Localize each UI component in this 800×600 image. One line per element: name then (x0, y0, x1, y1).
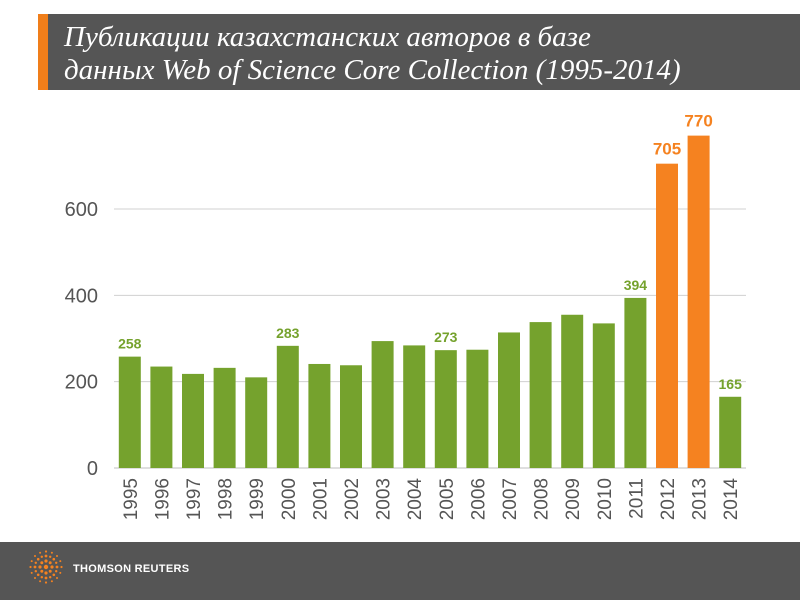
y-tick-label: 600 (65, 199, 98, 221)
footer-band (0, 542, 800, 600)
y-tick-label: 200 (65, 372, 98, 394)
x-tick-label: 2005 (437, 478, 458, 520)
bar-2005 (434, 350, 457, 468)
bar-2002 (340, 365, 362, 468)
bar-2001 (308, 363, 331, 468)
bar-2008 (529, 322, 552, 468)
bar-2011 (624, 297, 647, 468)
x-tick-label: 1997 (184, 478, 205, 520)
x-tick-label: 2013 (690, 478, 711, 520)
data-label-2012: 705 (653, 140, 681, 159)
bar-2012 (656, 163, 678, 469)
chart-title-line-1: Публикации казахстанских авторов в базе (64, 21, 591, 53)
x-tick-label: 1996 (152, 478, 173, 520)
x-tick-label: 2010 (595, 478, 616, 520)
data-label-2014: 165 (719, 376, 743, 392)
bar-chart: 0 200 400 600 1995 1996 1997 1998 1999 2000 2001 20… (65, 112, 746, 521)
chart-title-line-2: данных Web of Science Core Collection (1… (64, 54, 681, 86)
x-tick-label: 2002 (342, 478, 363, 520)
x-tick-label: 2011 (626, 478, 647, 519)
data-label-2011: 394 (624, 277, 648, 293)
x-tick-label: 2000 (279, 478, 300, 520)
data-label-1995: 258 (118, 336, 142, 352)
y-tick-label: 0 (87, 458, 98, 480)
bar-2014 (719, 396, 742, 468)
bar-1995 (118, 356, 141, 468)
x-tick-label: 2014 (721, 478, 742, 521)
bar-1997 (182, 373, 204, 468)
x-tick-label: 2003 (374, 478, 395, 520)
bar-2013 (687, 135, 710, 468)
bar-2009 (561, 314, 584, 468)
x-tick-label: 2007 (500, 478, 521, 520)
bar-2007 (498, 332, 520, 468)
x-tick-label: 1999 (247, 478, 268, 520)
bar-2010 (592, 323, 615, 468)
x-tick-label: 1995 (121, 478, 142, 520)
bar-2004 (403, 345, 426, 468)
x-tick-label: 2001 (310, 478, 331, 520)
data-label-2005: 273 (434, 329, 458, 345)
title-band (38, 14, 800, 90)
x-tick-label: 2012 (658, 478, 679, 520)
x-tick-label: 1998 (216, 478, 237, 520)
y-tick-label: 400 (65, 285, 98, 307)
thomson-reuters-logo-icon (29, 550, 63, 584)
x-tick-label: 2006 (468, 478, 489, 520)
data-label-2013: 770 (684, 112, 712, 131)
bar-1999 (245, 377, 268, 468)
x-tick-label: 2004 (405, 478, 426, 521)
bar-2003 (371, 341, 394, 468)
bar-2000 (276, 345, 299, 468)
data-label-2000: 283 (276, 325, 300, 341)
bar-1998 (213, 367, 236, 468)
title-accent-bar (38, 14, 48, 90)
bar-2006 (466, 349, 489, 468)
footer-brand: THOMSON REUTERS (73, 563, 190, 575)
x-tick-label: 2008 (532, 478, 553, 520)
bar-1996 (150, 366, 173, 468)
x-tick-label: 2009 (563, 478, 584, 520)
